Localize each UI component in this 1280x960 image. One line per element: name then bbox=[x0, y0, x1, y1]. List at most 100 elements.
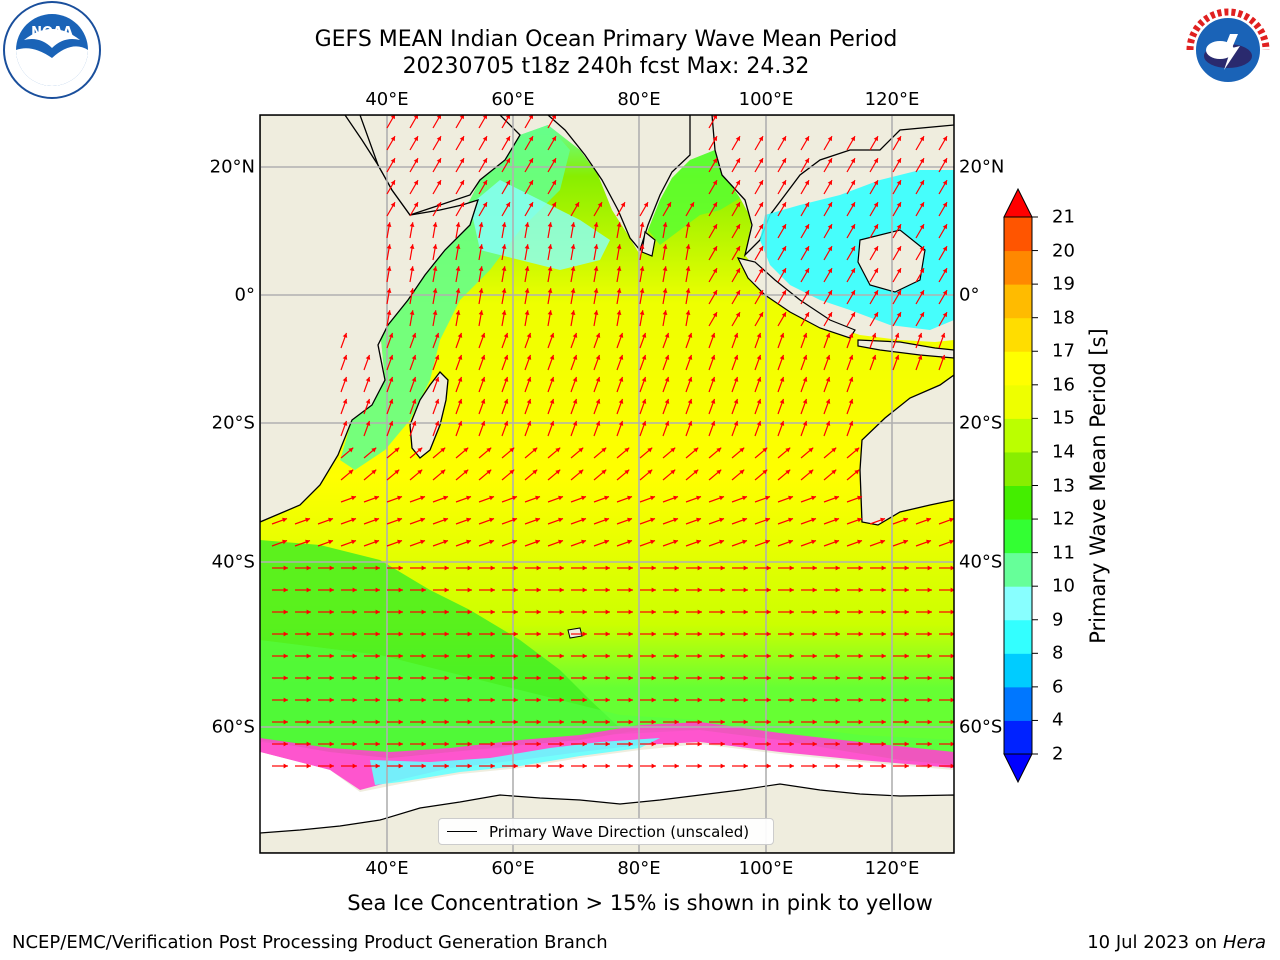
wave-arrow-head bbox=[490, 719, 495, 725]
wave-arrow-head bbox=[904, 653, 909, 659]
java bbox=[857, 339, 954, 359]
wave-arrow-head bbox=[467, 763, 472, 769]
colorbar-band bbox=[1004, 351, 1032, 386]
wave-arrow-head bbox=[789, 653, 794, 659]
wave-arrow-head bbox=[306, 609, 311, 615]
wave-arrow-head bbox=[434, 332, 440, 338]
wave-arrow-head bbox=[283, 741, 288, 747]
wave-arrow-head bbox=[719, 539, 725, 545]
wave-arrow-head bbox=[409, 222, 415, 227]
wave-arrow-head bbox=[549, 332, 555, 338]
wave-arrow-head bbox=[639, 310, 645, 315]
wave-arrow-head bbox=[758, 246, 763, 252]
wave-arrow-head bbox=[834, 495, 840, 501]
wave-arrow-head bbox=[480, 332, 486, 338]
wave-arrow-head bbox=[848, 332, 854, 338]
colorbar-band bbox=[1004, 250, 1032, 285]
wave-arrow-head bbox=[467, 609, 472, 615]
colorbar-under-arrow bbox=[1003, 753, 1033, 784]
wave-arrow-head bbox=[858, 631, 863, 637]
wave-arrow-head bbox=[693, 469, 699, 475]
wave-arrow-head bbox=[804, 180, 809, 186]
wave-arrow-head bbox=[329, 697, 334, 703]
wave-arrow-head bbox=[413, 180, 418, 186]
wave-arrow-head bbox=[739, 447, 745, 453]
wave-arrow-head bbox=[558, 495, 564, 501]
colorbar-band bbox=[1004, 686, 1032, 721]
colorbar-band bbox=[1004, 451, 1032, 486]
wave-arrow-head bbox=[756, 376, 762, 382]
wave-arrow-head bbox=[593, 266, 599, 271]
wave-arrow-head bbox=[524, 266, 530, 271]
wave-arrow-head bbox=[490, 675, 495, 681]
wave-arrow-head bbox=[388, 332, 394, 338]
wave-arrow-head bbox=[627, 517, 633, 523]
wave-arrow-head bbox=[486, 447, 492, 453]
wave-arrow-head bbox=[662, 310, 668, 315]
wave-arrow-head bbox=[765, 539, 771, 545]
wave-arrow-head bbox=[812, 697, 817, 703]
wave-arrow-head bbox=[674, 719, 679, 725]
wave-arrow-head bbox=[765, 517, 771, 523]
wave-arrow-head bbox=[664, 376, 670, 382]
wave-arrow-head bbox=[547, 310, 553, 315]
wave-arrow-head bbox=[812, 565, 817, 571]
wave-arrow-head bbox=[835, 741, 840, 747]
wave-arrow-head bbox=[512, 495, 518, 501]
wave-arrow-head bbox=[513, 719, 518, 725]
wave-arrow-head bbox=[696, 539, 702, 545]
bay-of-bengal bbox=[648, 150, 740, 245]
wave-arrow-head bbox=[927, 697, 932, 703]
wave-arrow-head bbox=[459, 115, 464, 120]
wave-arrow-head bbox=[812, 719, 817, 725]
wave-arrow-head bbox=[375, 719, 380, 725]
wave-arrow-head bbox=[581, 495, 587, 501]
wave-arrow-head bbox=[283, 763, 288, 769]
wave-arrow-head bbox=[436, 115, 441, 120]
wave-arrow-head bbox=[835, 565, 840, 571]
wave-arrow-head bbox=[398, 565, 403, 571]
wave-arrow-head bbox=[880, 517, 886, 523]
lat-label-right: 40°S bbox=[959, 551, 1003, 573]
wave-arrow-head bbox=[802, 376, 808, 382]
wave-arrow-head bbox=[283, 587, 288, 593]
wave-arrow-head bbox=[444, 763, 449, 769]
wave-arrow-head bbox=[505, 115, 510, 120]
wave-arrow-head bbox=[674, 675, 679, 681]
wave-arrow-head bbox=[651, 697, 656, 703]
wave-arrow-head bbox=[802, 332, 808, 338]
wave-arrow-head bbox=[388, 420, 394, 426]
wave-arrow-head bbox=[881, 653, 886, 659]
svg-text:NOAA: NOAA bbox=[31, 25, 73, 40]
wave-arrow-head bbox=[811, 495, 817, 501]
wave-arrow-head bbox=[896, 224, 901, 230]
wave-arrow-head bbox=[942, 246, 947, 252]
wave-arrow-head bbox=[282, 539, 288, 545]
wave-arrow-head bbox=[697, 763, 702, 769]
lon-label-bottom: 120°E bbox=[864, 858, 920, 879]
wave-arrow-head bbox=[559, 609, 564, 615]
wave-arrow-head bbox=[827, 202, 832, 208]
wave-arrow-head bbox=[551, 136, 556, 142]
wave-arrow-head bbox=[616, 244, 622, 249]
wave-arrow-head bbox=[896, 268, 901, 274]
wave-arrow-head bbox=[432, 222, 438, 227]
wave-arrow-head bbox=[743, 653, 748, 659]
wave-arrow-head bbox=[712, 115, 717, 120]
wave-arrow-head bbox=[710, 398, 716, 404]
wave-arrow-head bbox=[651, 631, 656, 637]
wave-arrow-head bbox=[342, 398, 348, 404]
wave-arrow-head bbox=[674, 653, 679, 659]
wave-arrow-head bbox=[420, 539, 426, 545]
wave-arrow-head bbox=[559, 675, 564, 681]
wave-arrow-head bbox=[834, 539, 840, 545]
lat-label-left: 20°S bbox=[211, 412, 255, 434]
wave-arrow-head bbox=[390, 115, 395, 120]
wave-arrow-head bbox=[904, 587, 909, 593]
wave-arrow-head bbox=[674, 741, 679, 747]
wave-arrow-head bbox=[781, 202, 786, 208]
colorbar-band bbox=[1004, 384, 1032, 419]
wave-arrow-head bbox=[903, 539, 909, 545]
wave-arrow-head bbox=[628, 763, 633, 769]
